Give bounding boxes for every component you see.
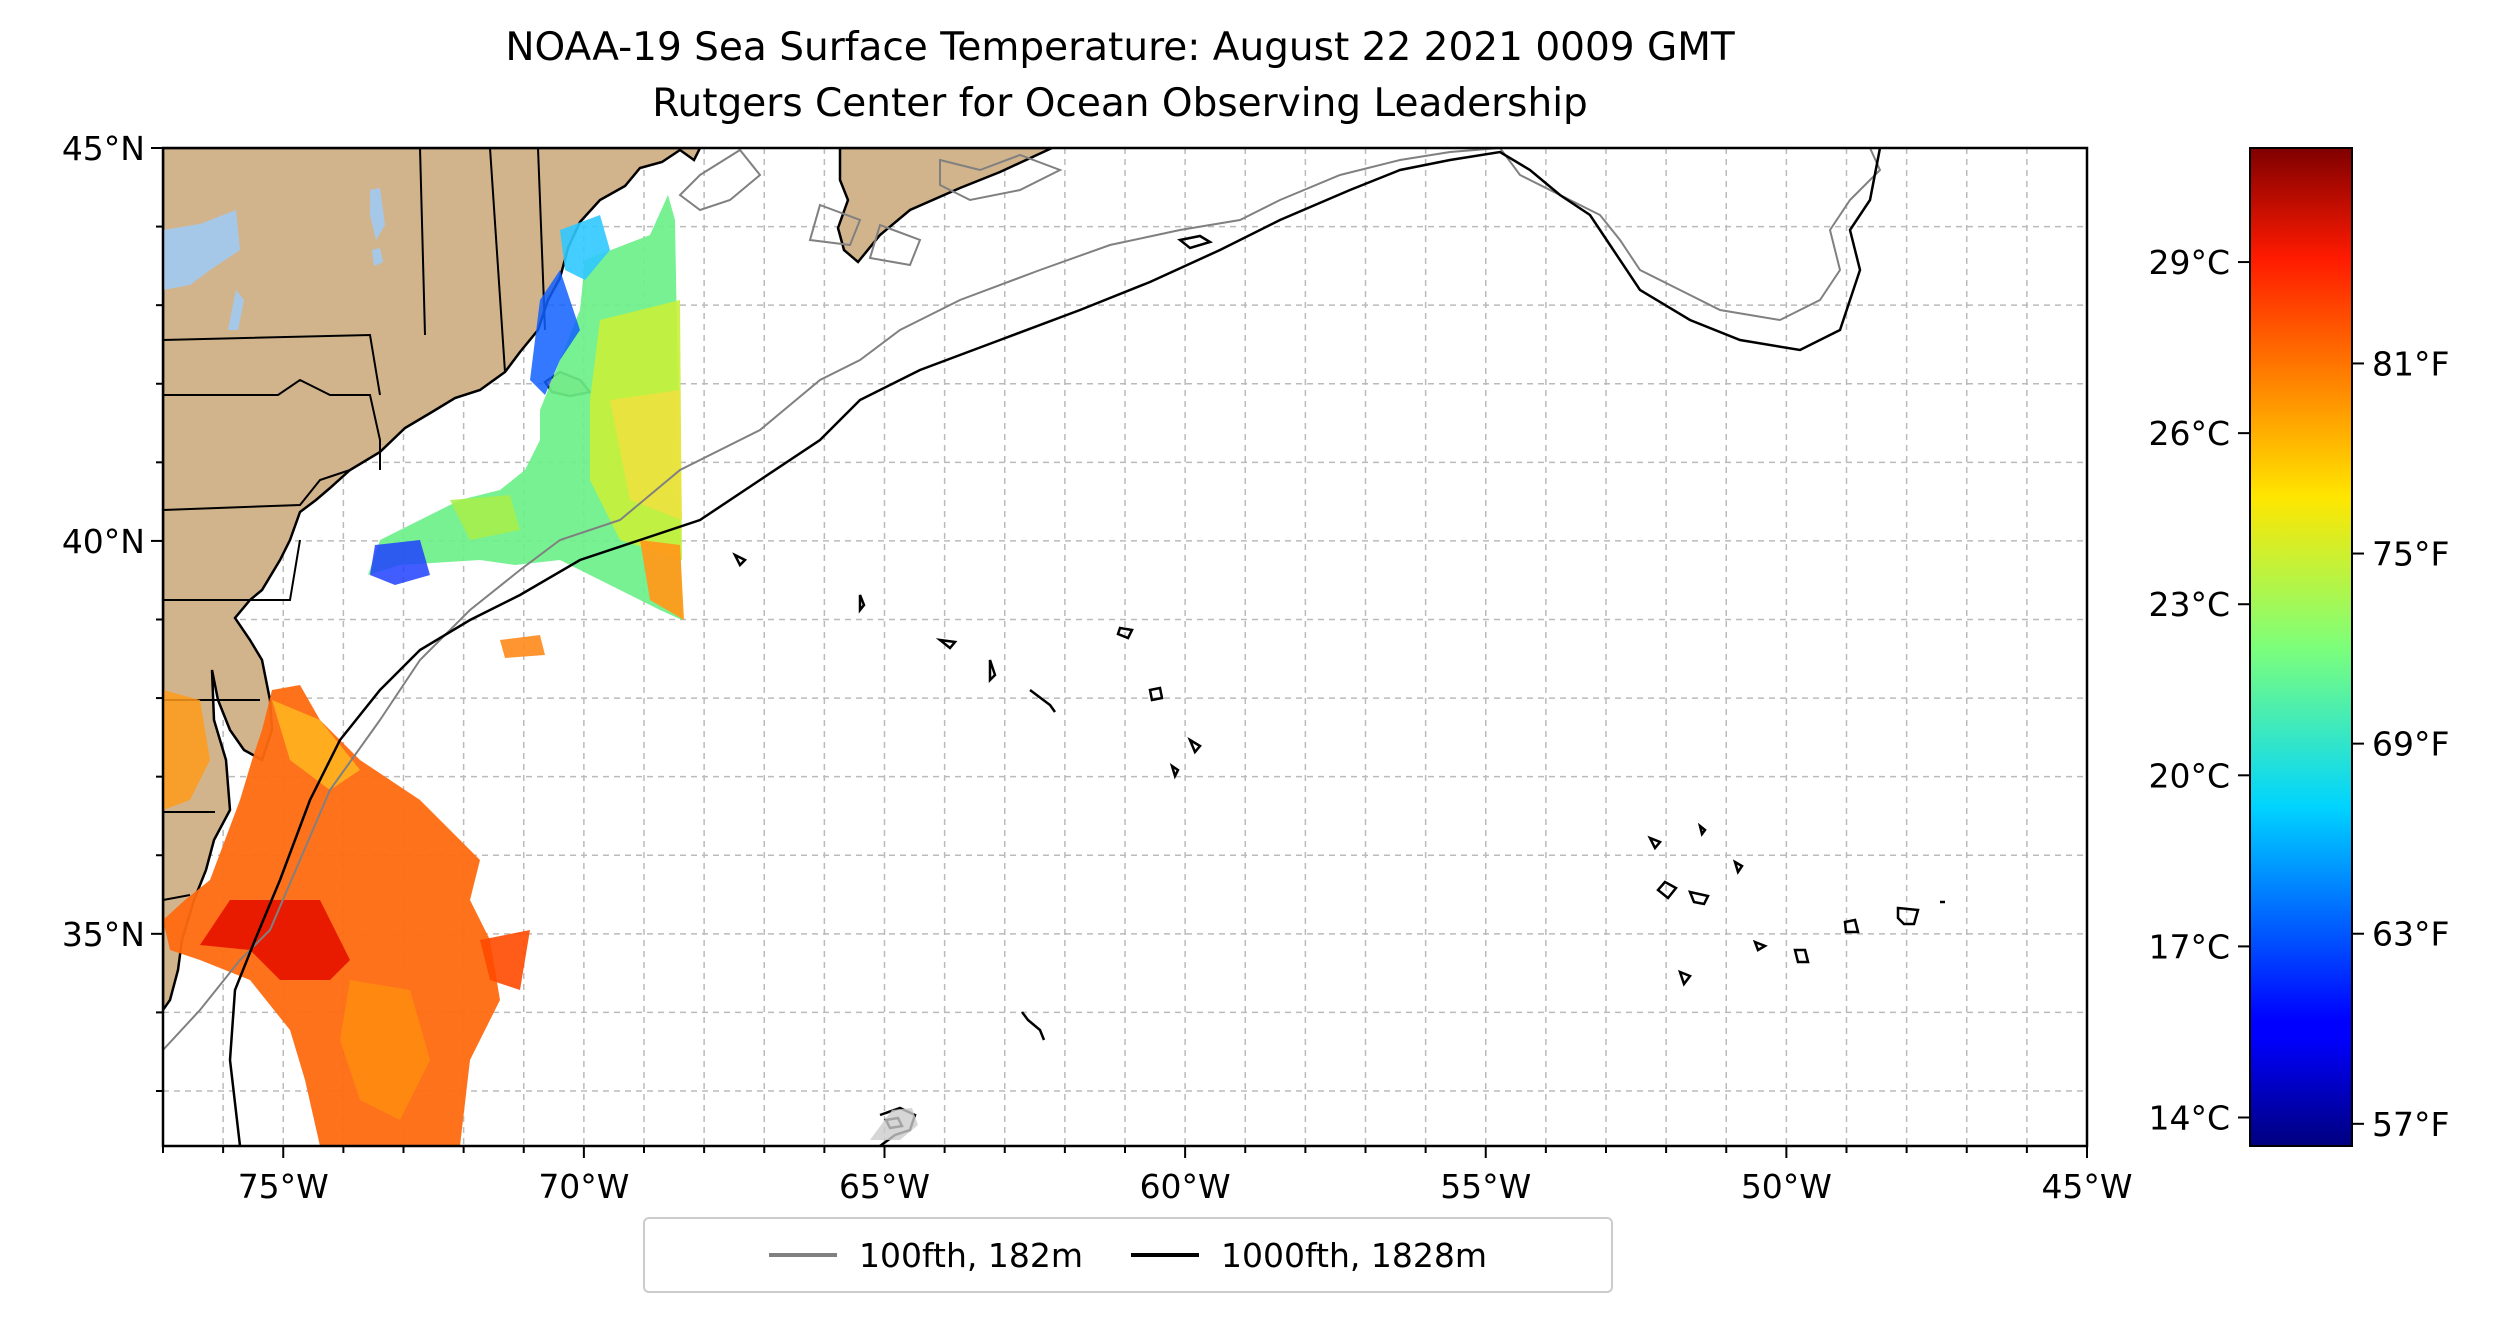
- colorbar-label-f: 69°F: [2372, 725, 2449, 764]
- colorbar-label-f: 63°F: [2372, 915, 2449, 954]
- lon-tick-label: 55°W: [1440, 1167, 1531, 1206]
- colorbar: 29°C 26°C 23°C 20°C 17°C 14°C 81°F 75°F 69°F 63°F…: [2148, 147, 2449, 1147]
- lat-tick-label: 35°N: [62, 915, 145, 954]
- contour-100fth: [163, 148, 1882, 1051]
- inland-water: [163, 188, 385, 330]
- axis-ticks: [151, 147, 2088, 1158]
- colorbar-label-f: 75°F: [2372, 535, 2449, 574]
- lon-tick-label: 50°W: [1741, 1167, 1832, 1206]
- colorbar-gradient: [2249, 147, 2353, 1147]
- legend-item-100fth: 100fth, 182m: [769, 1236, 1083, 1275]
- sst-swath-northern: [368, 195, 684, 658]
- colorbar-label-f: 81°F: [2372, 344, 2449, 383]
- nova-scotia-land: [836, 148, 1053, 264]
- lon-tick-label: 70°W: [538, 1167, 629, 1206]
- chart-subtitle: Rutgers Center for Ocean Observing Leade…: [652, 81, 1588, 126]
- sst-swath-southern: [163, 685, 530, 1146]
- colorbar-label-c: 29°C: [2148, 243, 2230, 282]
- longitude-labels: 75°W 70°W 65°W 60°W 55°W 50°W 45°W: [238, 1167, 2133, 1206]
- lon-tick-label: 65°W: [839, 1167, 930, 1206]
- chart-title: NOAA-19 Sea Surface Temperature: August …: [505, 25, 1735, 70]
- colorbar-label-c: 23°C: [2148, 585, 2230, 624]
- colorbar-label-c: 26°C: [2148, 414, 2230, 453]
- colorbar-labels: 29°C 26°C 23°C 20°C 17°C 14°C 81°F 75°F 69°F 63°F…: [2148, 243, 2449, 1144]
- lon-tick-label: 60°W: [1140, 1167, 1231, 1206]
- latitude-labels: 45°N 40°N 35°N: [62, 129, 145, 954]
- legend-label-1000fth: 1000fth, 1828m: [1221, 1235, 1487, 1275]
- colorbar-label-c: 20°C: [2148, 756, 2230, 795]
- colorbar-ticks: [2238, 261, 2364, 1125]
- colorbar-label-c: 14°C: [2148, 1098, 2230, 1137]
- legend-label-100fth: 100fth, 182m: [859, 1235, 1083, 1275]
- map-legend: 100fth, 182m 1000fth, 1828m: [643, 1217, 1613, 1293]
- lat-tick-label: 40°N: [62, 522, 145, 561]
- seamount-shading: [870, 1108, 918, 1140]
- colorbar-label-c: 17°C: [2148, 927, 2230, 966]
- colorbar-label-f: 57°F: [2372, 1105, 2449, 1144]
- map-gridlines: [163, 148, 2087, 1146]
- lon-tick-label: 75°W: [238, 1167, 329, 1206]
- legend-swatch-1000fth: [1131, 1253, 1199, 1257]
- lon-tick-label: 45°W: [2041, 1167, 2132, 1206]
- legend-item-1000fth: 1000fth, 1828m: [1131, 1236, 1487, 1275]
- legend-swatch-100fth: [769, 1253, 837, 1257]
- us-east-coast-land: [163, 148, 702, 1013]
- lat-tick-label: 45°N: [62, 129, 145, 168]
